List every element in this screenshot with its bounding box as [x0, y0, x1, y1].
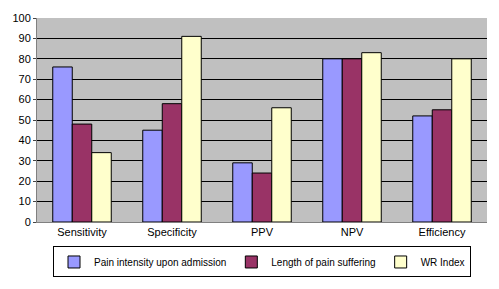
svg-text:70: 70 [19, 73, 31, 85]
svg-text:60: 60 [19, 93, 31, 105]
svg-text:100: 100 [12, 12, 30, 24]
svg-text:Pain intensity upon admission: Pain intensity upon admission [94, 257, 226, 268]
svg-text:Sensitivity: Sensitivity [57, 226, 107, 238]
svg-text:Specificity: Specificity [147, 226, 197, 238]
svg-text:10: 10 [19, 195, 31, 207]
svg-text:20: 20 [19, 175, 31, 187]
svg-text:0: 0 [25, 216, 31, 228]
svg-text:50: 50 [19, 114, 31, 126]
svg-text:90: 90 [19, 32, 31, 44]
svg-text:NPV: NPV [341, 226, 364, 238]
svg-text:80: 80 [19, 53, 31, 65]
svg-text:30: 30 [19, 155, 31, 167]
svg-text:PPV: PPV [251, 226, 274, 238]
svg-text:Efficiency: Efficiency [419, 226, 466, 238]
svg-text:WR Index: WR Index [421, 257, 465, 268]
svg-text:40: 40 [19, 134, 31, 146]
svg-text:Length of pain suffering: Length of pain suffering [271, 257, 375, 268]
